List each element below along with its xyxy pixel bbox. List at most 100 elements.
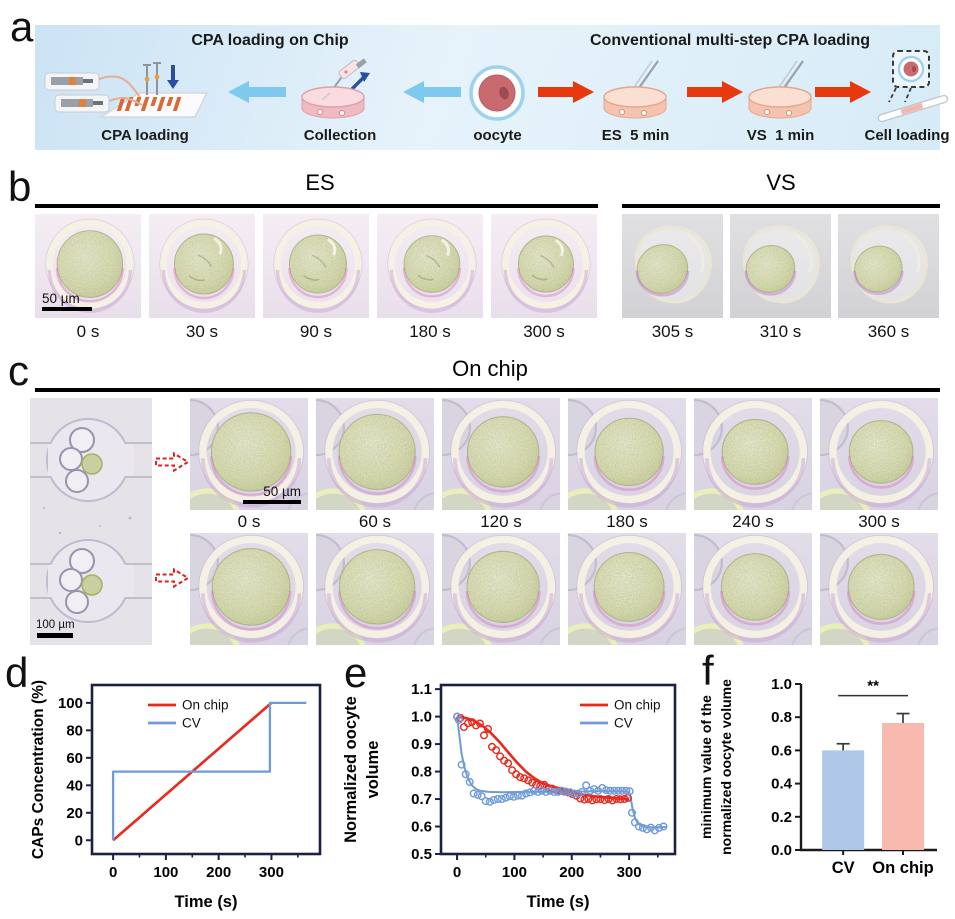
data-point <box>504 759 513 768</box>
es-time-labels: 0 s 30 s 90 s 180 s 300 s <box>35 322 598 342</box>
zona-ring <box>451 400 556 504</box>
data-point <box>533 787 542 796</box>
vs-group-title: VS <box>766 170 796 195</box>
chip-pillar <box>665 627 686 645</box>
oocyte-cell <box>636 244 689 294</box>
es-dish-icon <box>603 60 667 119</box>
micrograph-tile <box>694 533 812 645</box>
y-tick-label: 0.0 <box>771 842 792 859</box>
chip-pillar <box>442 534 471 592</box>
x-axis-title: Time (s) <box>527 893 590 911</box>
x-tick-label: 300 <box>259 864 284 881</box>
data-point <box>521 789 530 798</box>
micrograph-tile <box>316 533 434 645</box>
zona-ring <box>703 535 808 639</box>
y-tick-label: 100 <box>58 695 83 712</box>
data-point <box>505 792 514 801</box>
vs-micrograph-strip <box>622 214 940 318</box>
chip-pillar <box>694 488 744 510</box>
data-point <box>457 760 466 769</box>
plot-frame <box>439 683 677 856</box>
time-label: 300 s <box>523 322 565 341</box>
oocyte-cell <box>745 245 796 293</box>
oocyte-cell <box>56 230 124 298</box>
oocyte-cell <box>466 416 540 488</box>
chip-pump-icon <box>44 62 209 118</box>
zona-ring <box>274 219 362 309</box>
chip-pillar <box>917 627 938 645</box>
chip-pillar <box>190 534 219 592</box>
cryotop-icon <box>877 50 949 123</box>
micrograph-tile <box>694 398 812 510</box>
zona-ring <box>829 400 934 504</box>
chip-pillar <box>413 492 434 510</box>
data-point <box>604 794 613 803</box>
data-point <box>545 786 554 795</box>
chip-pillar <box>791 627 812 645</box>
y-tick-label: 0.2 <box>771 809 792 826</box>
micrograph-tile <box>149 214 255 318</box>
oocyte-cell <box>211 548 291 626</box>
data-point <box>477 792 486 801</box>
micrograph-tile: 50 µm <box>35 214 141 318</box>
dashed-arrow-icon <box>155 568 190 588</box>
y-tick-label: 0.5 <box>411 846 432 863</box>
data-point <box>586 786 595 795</box>
zona-ring <box>46 219 134 309</box>
zona-ring <box>325 400 430 504</box>
scale-bar-label: 100 µm <box>36 619 75 631</box>
data-point <box>516 773 525 782</box>
data-point <box>501 793 510 802</box>
y-tick-label: 80 <box>66 722 83 739</box>
data-point <box>600 796 609 805</box>
data-point <box>565 788 574 797</box>
data-point <box>602 786 611 795</box>
category-label: On chip <box>872 859 933 877</box>
zona-ring <box>199 535 304 639</box>
y-axis-title: volume <box>364 741 382 799</box>
micrograph-tile <box>190 533 308 645</box>
step-label-collection: Collection <box>303 127 377 144</box>
oocyte-cell <box>466 550 540 623</box>
chart-normalized-volume: 0 100 200 300 0.5 0.6 0.7 0.8 0.9 1.0 1.1 On chip CV… <box>342 681 677 911</box>
step-label-cell-loading: Cell loading <box>864 127 950 144</box>
chip-pillar <box>568 534 597 592</box>
chip-pillar <box>190 623 240 645</box>
zona-ring <box>199 400 304 504</box>
data-point <box>489 795 498 804</box>
y-tick-label: 1.1 <box>411 681 432 698</box>
zona-ring <box>502 219 590 309</box>
zona-ring <box>325 535 430 639</box>
collection-dish-icon <box>301 58 370 119</box>
y-tick-label: 0.6 <box>411 819 432 836</box>
legend-label: CV <box>614 716 633 731</box>
es-group-rule <box>35 204 598 208</box>
oocyte-cell <box>210 412 292 492</box>
chip-pillar <box>694 399 723 457</box>
chart-minimum-volume-bars: 0.0 0.2 0.4 0.6 0.8 1.0 CV On chip ** minimum val… <box>698 676 937 877</box>
data-point <box>612 794 621 803</box>
x-tick-label: 300 <box>617 864 642 881</box>
oocyte-in-chamber <box>81 574 103 596</box>
chip-pillar <box>413 627 434 645</box>
data-point <box>588 796 597 805</box>
panel-c-label: c <box>8 347 29 394</box>
data-point <box>454 715 463 724</box>
chip-pillar <box>568 399 597 457</box>
data-point <box>483 724 492 733</box>
time-label: 30 s <box>185 322 219 341</box>
chip-pillar <box>287 627 308 645</box>
chip-pillar <box>190 488 240 510</box>
micrograph-tile: 50 µm <box>190 398 308 510</box>
data-point <box>578 787 587 796</box>
data-point <box>524 776 533 785</box>
data-point <box>481 796 490 805</box>
x-tick-label: 200 <box>559 864 584 881</box>
x-axis-title: Time (s) <box>175 893 238 911</box>
chip-pillar <box>539 492 560 510</box>
data-point <box>625 787 634 796</box>
data-point <box>520 774 529 783</box>
data-point <box>622 786 631 795</box>
data-point <box>659 822 668 831</box>
data-point <box>580 795 589 804</box>
